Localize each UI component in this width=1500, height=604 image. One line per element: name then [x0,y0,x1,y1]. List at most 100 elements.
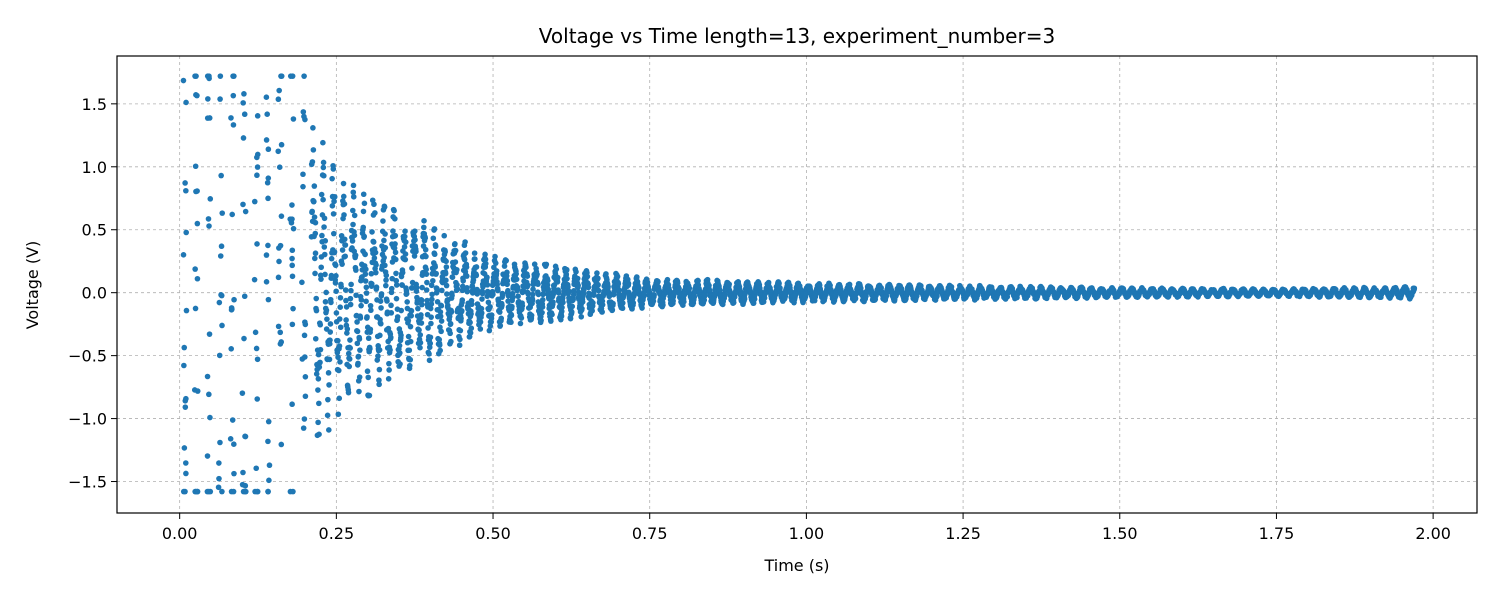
data-point [495,287,501,294]
data-point [315,351,322,358]
data-point [219,322,225,329]
data-point [344,330,350,336]
data-point [425,325,431,331]
data-point [354,340,361,347]
data-point [317,346,324,353]
data-point [242,482,249,489]
data-point [287,73,294,79]
data-point [192,266,198,272]
data-point [543,261,550,268]
data-point [392,241,398,247]
data-point [254,164,261,170]
data-point [417,344,423,351]
data-point [229,306,235,312]
data-point [265,242,271,249]
data-point [406,347,413,354]
data-point [480,283,486,290]
data-point [686,285,693,292]
data-point [332,280,339,286]
data-point [473,272,480,279]
data-point [341,201,348,207]
data-point [336,395,343,402]
y-tick-label: 1.0 [82,158,107,177]
data-point [321,224,327,230]
data-point [595,275,601,282]
data-point [240,135,247,141]
data-point [430,277,436,284]
data-point [411,228,418,234]
data-point [321,172,327,179]
data-point [388,285,395,292]
data-point [367,302,374,309]
data-point [252,488,258,495]
data-point [741,296,748,302]
data-point [231,296,237,303]
data-point [289,401,295,408]
data-point [325,396,331,403]
data-point [341,236,348,243]
data-point [501,263,508,269]
data-point [318,264,325,271]
data-point [586,290,592,297]
data-point [413,284,420,291]
x-tick-label: 1.25 [945,524,981,543]
data-point [362,271,369,277]
data-point [373,269,379,276]
data-point [499,302,505,309]
data-point [460,277,467,284]
y-tick-label: 1.5 [82,95,107,114]
data-point [309,208,315,215]
data-point [383,282,389,289]
data-point [429,296,435,303]
data-point [443,258,449,265]
data-point [620,300,626,306]
data-point [558,313,565,319]
data-point [434,299,441,305]
data-point [457,327,464,334]
data-point [321,215,328,222]
data-point [327,329,334,335]
data-point [459,287,466,294]
data-point [331,249,338,255]
data-point [509,303,515,310]
data-point [625,280,632,287]
data-point [513,271,519,277]
data-point [415,305,421,312]
data-point [554,279,561,285]
y-tick-label: 0.5 [82,221,107,240]
data-point [411,253,418,259]
data-point [463,273,470,279]
data-point [535,281,541,287]
data-point [575,282,581,289]
data-point [254,396,261,402]
data-point [446,313,453,320]
data-point [277,242,284,249]
data-point [433,270,439,277]
data-point [332,262,339,269]
y-tick-label: −1.0 [68,410,107,429]
data-point [278,441,285,448]
data-point [462,250,469,256]
data-point [181,362,187,369]
data-point [390,228,396,234]
data-point [377,298,384,305]
data-point [365,374,372,381]
data-point [243,488,249,495]
data-point [360,208,367,215]
data-point [539,309,545,316]
data-point [316,364,323,370]
data-point [513,276,520,283]
data-point [289,321,296,328]
data-point [337,359,343,365]
data-point [564,275,570,282]
data-point [204,453,211,459]
data-point [356,336,363,342]
data-point [324,316,330,322]
data-point [438,328,444,335]
data-point [479,290,486,297]
data-point [290,225,297,232]
data-point [204,373,211,380]
data-point [384,298,390,304]
data-point [416,327,422,333]
data-point [573,269,579,275]
